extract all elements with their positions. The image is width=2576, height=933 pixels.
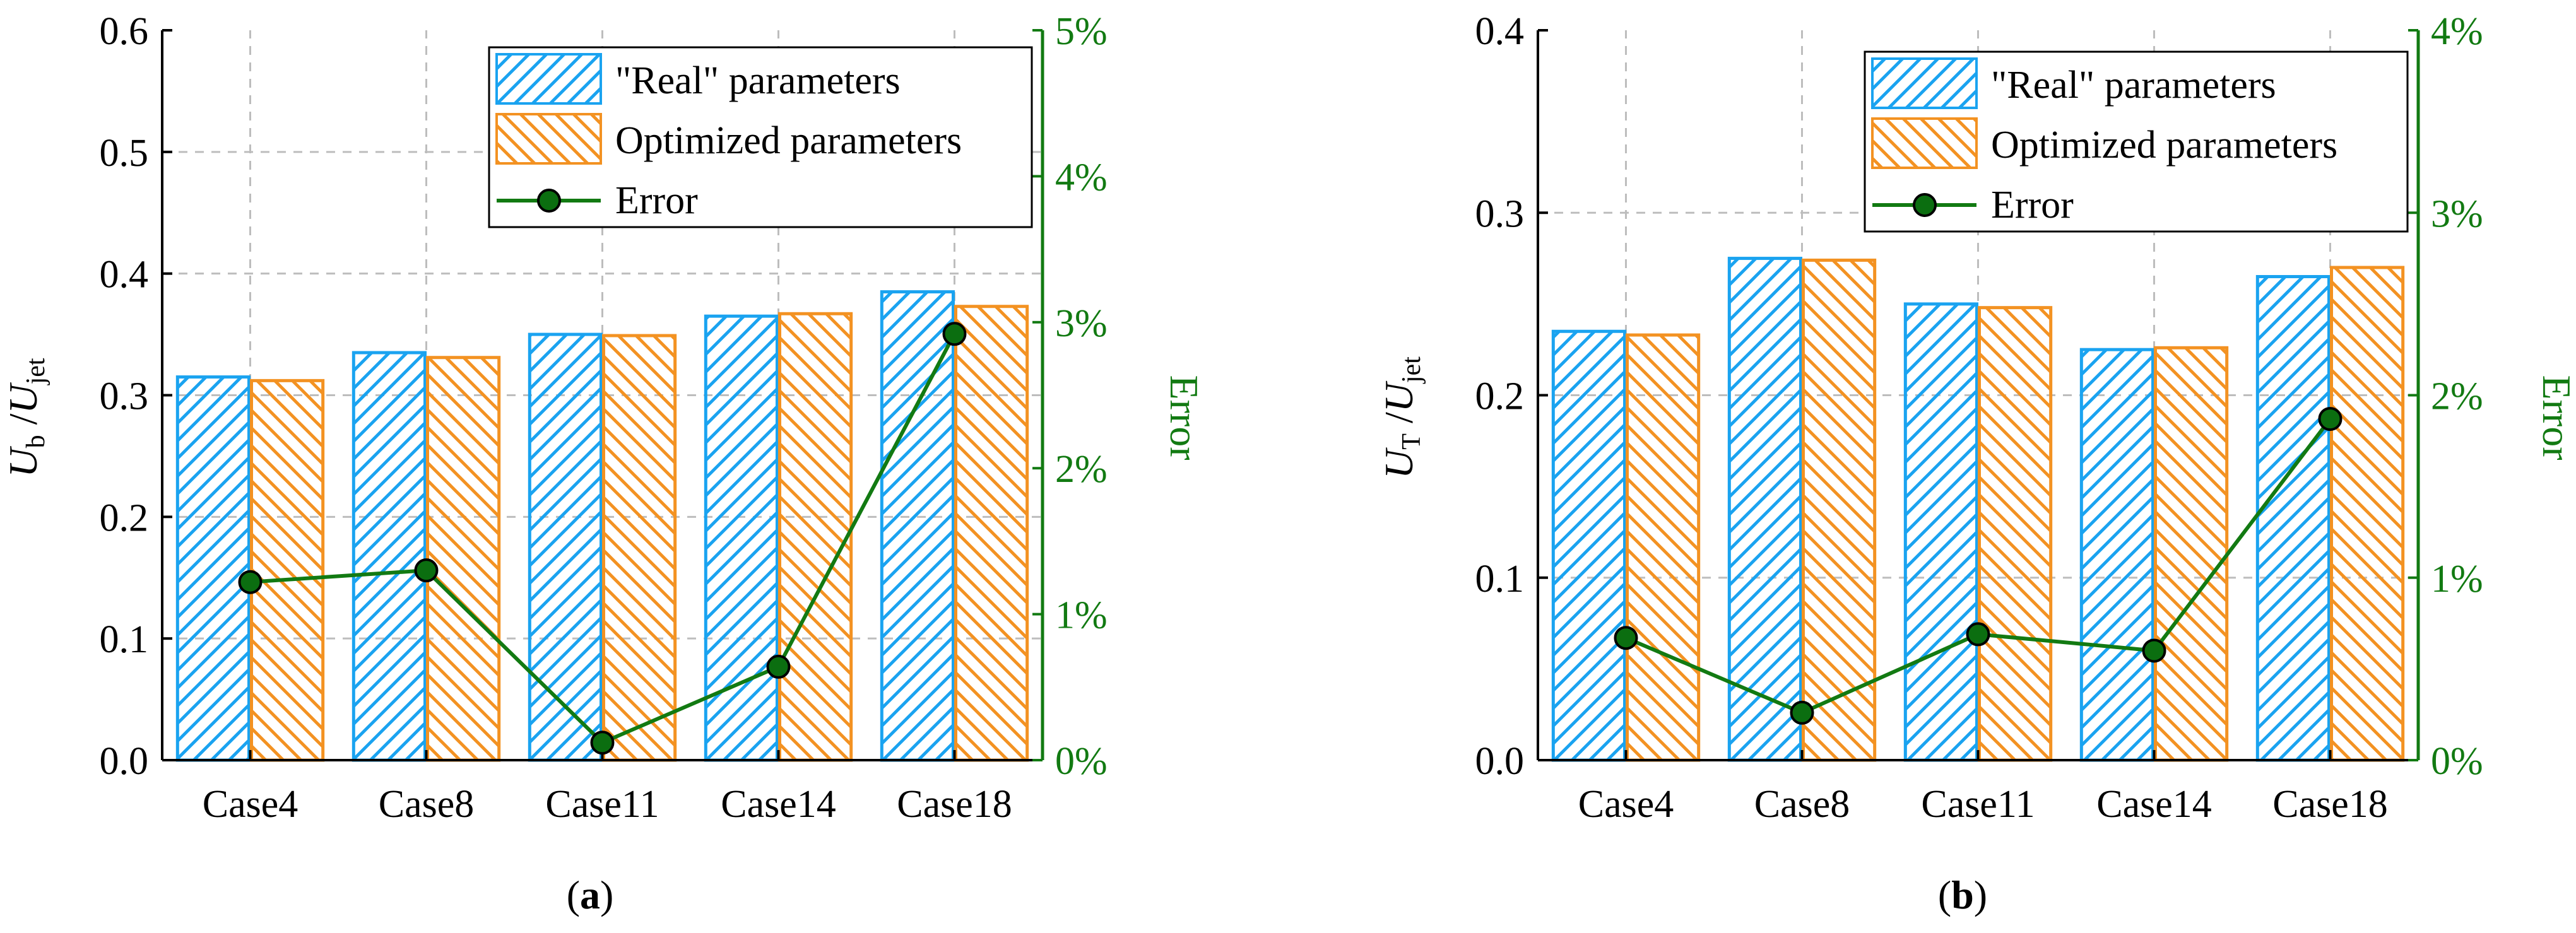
bars-b <box>1551 257 2405 762</box>
right-y-tick-label-b-4: 4% <box>2431 10 2483 53</box>
legend-swatch-optimized-a <box>495 113 602 165</box>
bar-optimized-case18-b <box>2330 266 2405 762</box>
x-tick-label-b-case11: Case11 <box>1921 783 2035 826</box>
legend-label-optimized-b: Optimized parameters <box>1991 124 2337 167</box>
error-series-b <box>1614 407 2343 725</box>
left-y-tick-label-a-2: 0.2 <box>100 496 149 539</box>
error-marker-case11-b <box>1966 622 1990 647</box>
left-y-axis-label-a: Ub /Ujet <box>1 358 50 478</box>
bar-real-case18-b <box>2255 274 2331 762</box>
error-marker-case11-a <box>590 731 615 755</box>
chart-panel-b: 0.00.10.20.30.4 0%1%2%3%4% Case4 Case8 Cas… <box>1376 10 2576 917</box>
error-marker-case18-a <box>942 322 967 346</box>
bar-real-case14-b <box>2079 348 2155 762</box>
bars-a <box>175 290 1029 762</box>
error-series-a <box>238 322 967 755</box>
legend-swatch-optimized-b <box>1871 117 1978 169</box>
bar-optimized-case8-a <box>426 356 501 762</box>
right-y-tick-label-a-0: 0% <box>1055 740 1108 783</box>
right-y-axis-label-a: Error <box>1162 375 1207 460</box>
bar-real-case8-b <box>1727 257 1803 762</box>
bar-optimized-case18-a <box>954 305 1029 762</box>
left-y-tick-label-a-3: 0.3 <box>100 375 149 418</box>
bar-optimized-case14-b <box>2154 346 2229 762</box>
x-tick-labels-b: Case4 Case8 Case11 Case14 Case18 <box>1578 783 2388 826</box>
left-y-tick-label-b-0: 0.0 <box>1475 740 1525 783</box>
x-tick-label-a-case4: Case4 <box>203 783 298 826</box>
bar-real-case4-b <box>1551 329 1627 762</box>
legend-swatch-error-marker-b <box>1913 193 1937 217</box>
bar-real-case8-a <box>352 351 427 762</box>
bar-real-case14-a <box>704 314 779 762</box>
error-marker-case14-a <box>766 654 791 679</box>
left-y-tick-label-b-1: 0.1 <box>1475 558 1525 601</box>
left-y-tick-label-b-3: 0.3 <box>1475 192 1525 235</box>
x-tick-label-a-case8: Case8 <box>379 783 475 826</box>
error-marker-case8-b <box>1790 700 1814 725</box>
bar-optimized-case4-a <box>250 378 325 762</box>
bar-real-case11-a <box>528 332 603 762</box>
legend-label-real-a: "Real" parameters <box>615 59 901 102</box>
x-tick-label-b-case14: Case14 <box>2096 783 2212 826</box>
legend-label-error-a: Error <box>615 179 698 222</box>
right-y-tick-label-a-4: 4% <box>1055 156 1108 199</box>
bar-real-case18-a <box>880 290 955 762</box>
bar-optimized-case8-b <box>1802 258 1877 762</box>
left-y-axis-label-b: UT /Ujet <box>1376 356 1426 479</box>
error-marker-case14-b <box>2142 638 2166 663</box>
left-y-tick-label-a-5: 0.5 <box>100 132 149 175</box>
bar-real-case4-a <box>175 375 251 762</box>
axes-b <box>1537 29 2420 761</box>
x-tick-label-a-case11: Case11 <box>545 783 659 826</box>
axes-a <box>161 29 1044 761</box>
panel-label-a: (a) <box>567 872 614 917</box>
bar-real-case11-b <box>1903 302 1979 762</box>
legend-label-error-b: Error <box>1991 184 2074 226</box>
right-y-tick-label-b-1: 1% <box>2431 558 2483 601</box>
x-tick-label-b-case18: Case18 <box>2272 783 2388 826</box>
bar-optimized-case4-b <box>1626 333 1701 762</box>
right-y-tick-labels-b: 0% 1% 2% 3% 4% <box>2431 10 2483 783</box>
x-tick-label-a-case18: Case18 <box>897 783 1012 826</box>
right-y-tick-label-a-3: 3% <box>1055 302 1108 345</box>
legend-label-optimized-a: Optimized parameters <box>615 119 962 162</box>
left-y-tick-label-b-2: 0.2 <box>1475 375 1525 418</box>
error-marker-case4-a <box>238 570 263 594</box>
left-y-tick-label-a-4: 0.4 <box>100 254 149 296</box>
legend-label-real-b: "Real" parameters <box>1991 64 2276 107</box>
right-y-tick-label-a-5: 5% <box>1055 10 1108 53</box>
x-tick-label-b-case8: Case8 <box>1754 783 1850 826</box>
right-y-tick-label-a-2: 2% <box>1055 448 1108 491</box>
left-y-tick-label-a-0: 0.0 <box>100 740 149 783</box>
legend-a: "Real" parameters Optimized parameters E… <box>488 46 1033 228</box>
bar-optimized-case14-a <box>778 312 853 762</box>
right-y-tick-label-a-1: 1% <box>1055 594 1108 637</box>
left-y-tick-labels-b: 0.0 0.1 0.2 0.3 0.4 <box>1475 10 1525 783</box>
legend-swatch-real-b <box>1871 57 1978 109</box>
left-y-tick-labels-a: 0.0 0.1 0.2 0.3 0.4 0.5 0.6 <box>100 10 149 783</box>
bar-optimized-case11-b <box>1978 306 2053 762</box>
right-y-tick-labels-a: 0% 1% 2% 3% 4% 5% <box>1055 10 1108 783</box>
right-y-tick-label-b-0: 0% <box>2431 740 2483 783</box>
x-tick-label-a-case14: Case14 <box>721 783 836 826</box>
error-marker-case18-b <box>2318 407 2343 431</box>
left-y-tick-label-b-4: 0.4 <box>1475 10 1525 53</box>
right-y-tick-label-b-3: 3% <box>2431 192 2483 235</box>
x-tick-labels-a: Case4 Case8 Case11 Case14 Case18 <box>203 783 1012 826</box>
x-tick-label-b-case4: Case4 <box>1578 783 1674 826</box>
error-marker-case8-a <box>414 558 439 583</box>
bar-optimized-case11-a <box>602 334 677 762</box>
panel-label-b: (b) <box>1938 872 1987 917</box>
legend-b: "Real" parameters Optimized parameters E… <box>1864 50 2409 233</box>
left-y-tick-label-a-6: 0.6 <box>100 10 149 53</box>
error-marker-case4-b <box>1614 626 1638 650</box>
right-y-axis-label-b: Error <box>2534 375 2576 460</box>
legend-swatch-error-marker-a <box>537 189 561 213</box>
right-y-tick-label-b-2: 2% <box>2431 375 2483 418</box>
legend-swatch-real-a <box>495 53 602 105</box>
left-y-tick-label-a-1: 0.1 <box>100 618 149 661</box>
chart-panel-a: 0.0 0.1 0.2 0.3 0.4 0.5 0.6 0% 1% 2% 3% 4% 5% Case4… <box>1 10 1207 917</box>
